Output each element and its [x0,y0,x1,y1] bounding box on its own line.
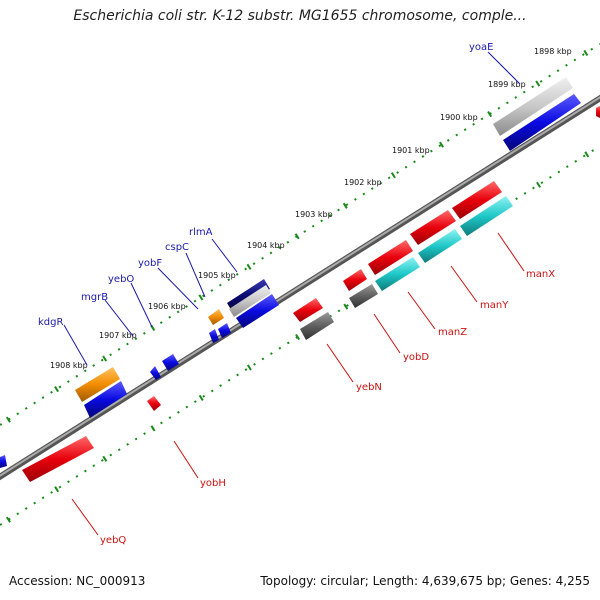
gene-blue-2-feature[interactable] [236,294,279,328]
chromosome-backbone-highlight [0,96,600,477]
gene-yobD-2-feature[interactable] [349,284,378,308]
tick-label-1908: 1908 kbp [50,361,88,370]
gene-label-kdgR[interactable]: kdgR [38,317,63,328]
gene-small-blue-feature[interactable] [150,366,161,380]
gene-blue-edge-feature[interactable] [0,455,7,468]
gene-yobD-feature[interactable] [343,269,367,291]
gene-label-manY[interactable]: manY [480,300,509,311]
gene-manZ-feature[interactable] [368,240,413,275]
major-tick-outer [198,294,204,301]
reverse-strand-genes [22,181,513,482]
gene-label-cspC[interactable]: cspC [165,242,189,253]
gene-manY-feature[interactable] [410,210,456,245]
major-tick-outer [583,49,589,57]
tick-label-1901: 1901 kbp [392,146,430,155]
gene-label-yebN[interactable]: yebN [356,382,382,393]
forward-strand-genes [0,77,600,468]
gene-label-yebQ[interactable]: yebQ [100,535,126,546]
gene-yebQ-feature[interactable] [22,436,94,482]
gene-label-yobF[interactable]: yobF [138,258,162,269]
major-tick-outer [294,233,300,240]
major-tick-outer [54,386,60,393]
tick-track-outer [0,43,600,426]
gene-yebN-feature[interactable] [293,298,323,322]
gene-mgrB-feature[interactable] [162,354,179,371]
gene-yobH-feature[interactable] [147,396,161,411]
tick-label-1900: 1900 kbp [440,113,478,122]
tick-label-1899: 1899 kbp [488,80,526,89]
major-tick-outer [439,141,444,148]
gene-manX-2-feature[interactable] [460,196,513,236]
tick-label-1904: 1904 kbp [247,241,285,250]
major-tick-inner [343,303,349,310]
gene-label-yobD[interactable]: yobD [403,352,429,363]
tick-label-1905: 1905 kbp [198,271,236,280]
major-tick-inner [246,364,252,371]
gene-manZ-2-feature[interactable] [375,257,420,291]
major-tick-inner [6,516,11,523]
gene-label-yebO[interactable]: yebO [108,274,134,285]
major-tick-outer [102,355,108,362]
major-tick-outer [342,202,348,209]
gene-label-rlmA[interactable]: rlmA [189,227,213,238]
gene-label-yoaE[interactable]: yoaE [469,42,493,53]
gene-label-mgrB[interactable]: mgrB [81,292,108,303]
gene-blue-feature[interactable] [503,94,581,151]
tick-label-1902: 1902 kbp [344,178,382,187]
genome-summary-text: Topology: circular; Length: 4,639,675 bp… [260,574,590,588]
accession-text: Accession: NC_000913 [9,574,146,588]
gene-yoaE-feature[interactable] [493,77,573,136]
gene-yebO-feature[interactable] [218,323,231,338]
major-tick-inner [536,181,542,188]
gene-manY-2-feature[interactable] [418,229,462,263]
major-tick-outer [487,111,493,118]
gene-label-manZ[interactable]: manZ [438,327,467,338]
gene-blue-3-feature[interactable] [84,381,127,418]
major-tick-outer [246,263,252,270]
major-tick-inner [198,394,204,401]
major-tick-outer [390,172,396,179]
map-title: Escherichia coli str. K-12 substr. MG165… [73,8,527,24]
gene-yobF-feature[interactable] [209,329,219,343]
major-tick-outer [5,416,11,423]
gene-labels: yoaE rlmA cspC yobF yebO mgrB kdgR manX … [38,42,555,546]
major-tick-inner [584,151,590,158]
gene-rlmA-shade-feature[interactable] [229,285,271,317]
major-tick-outer [535,80,541,87]
major-ticks [5,49,590,523]
gene-red-edge-feature[interactable] [596,106,600,118]
major-tick-inner [295,333,301,341]
gene-manX-feature[interactable] [452,181,502,219]
gene-yebN-2-feature[interactable] [300,312,334,340]
label-leader-lines [63,51,525,536]
major-tick-inner [54,486,60,493]
major-tick-inner [102,455,108,462]
tick-label-1898: 1898 kbp [534,47,572,56]
gene-cspC-feature[interactable] [208,309,224,325]
tick-label-1906: 1906 kbp [148,302,186,311]
tick-label-1903: 1903 kbp [295,210,333,219]
tick-label-1907: 1907 kbp [99,331,137,340]
gene-label-yobH[interactable]: yobH [200,478,226,489]
gene-label-manX[interactable]: manX [526,269,555,280]
gene-kdgR-feature[interactable] [75,367,120,402]
major-tick-inner [150,425,156,432]
tick-labels: 1898 kbp 1899 kbp 1900 kbp 1901 kbp 1902… [50,47,572,370]
